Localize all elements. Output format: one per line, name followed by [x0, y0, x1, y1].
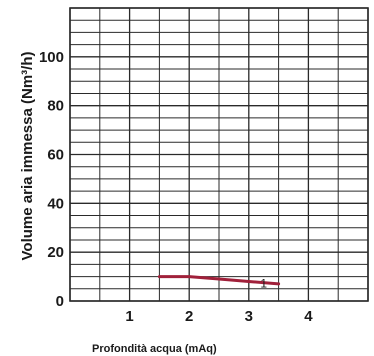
x-tick-label: 2	[185, 308, 193, 325]
y-tick-label: 40	[47, 195, 64, 212]
series-line	[157, 275, 281, 286]
annotation-label: 1	[260, 277, 267, 291]
y-axis-title: Volume aria immessa (Nm³/h)	[19, 52, 36, 261]
y-tick-label: 60	[47, 147, 64, 164]
tick-labels: 0 20 40 60 80 100 1 2 3 4	[39, 49, 313, 325]
plot-frame	[69, 7, 369, 302]
y-tick-label: 0	[56, 293, 64, 310]
x-axis-title: Profondità acqua (mAq)	[92, 343, 217, 355]
annotations: 1	[260, 277, 267, 291]
y-tick-label: 100	[39, 49, 64, 66]
y-tick-label: 80	[47, 98, 64, 115]
series-layer	[157, 275, 281, 286]
y-tick-label: 20	[47, 244, 64, 261]
x-tick-label: 4	[304, 308, 313, 325]
grid	[69, 7, 369, 302]
x-tick-label: 1	[125, 308, 133, 325]
x-tick-label: 3	[245, 308, 253, 325]
